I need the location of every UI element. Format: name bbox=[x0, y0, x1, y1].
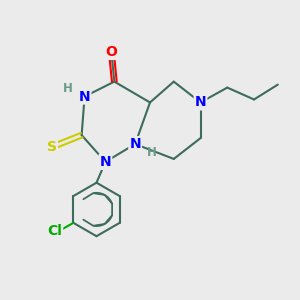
Text: O: O bbox=[105, 45, 117, 59]
Text: H: H bbox=[63, 82, 73, 95]
Text: S: S bbox=[47, 140, 57, 154]
Text: Cl: Cl bbox=[47, 224, 62, 238]
Text: H: H bbox=[146, 146, 156, 159]
Text: N: N bbox=[100, 155, 111, 169]
Text: N: N bbox=[195, 95, 206, 110]
Text: N: N bbox=[129, 137, 141, 151]
Text: N: N bbox=[79, 89, 90, 103]
